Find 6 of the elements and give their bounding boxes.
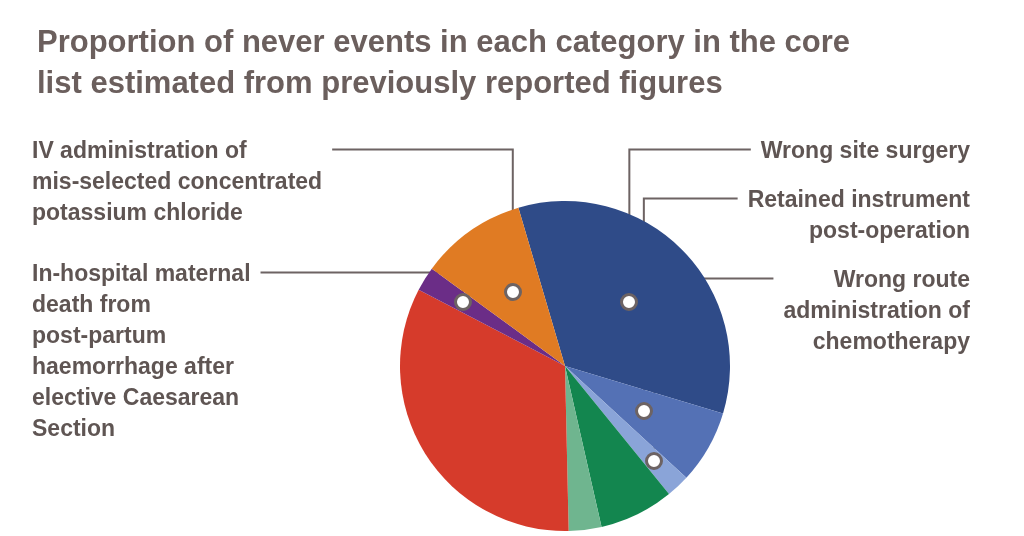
slice-label: Wrong route administration of chemotherapy xyxy=(783,265,971,354)
slice-label: Wrong site surgery xyxy=(760,136,971,163)
slice-label: Retained instrument post-operation xyxy=(747,185,971,243)
chart-title: Proportion of never events in each category in the core list estimated from previously reported figures xyxy=(37,24,859,100)
slice-label: In-hospital maternal death from post-partum haemorrhage after elective Caesarean Section xyxy=(32,259,251,441)
slice-label: IV administration of mis-selected concentrated potassium chloride xyxy=(32,136,323,225)
